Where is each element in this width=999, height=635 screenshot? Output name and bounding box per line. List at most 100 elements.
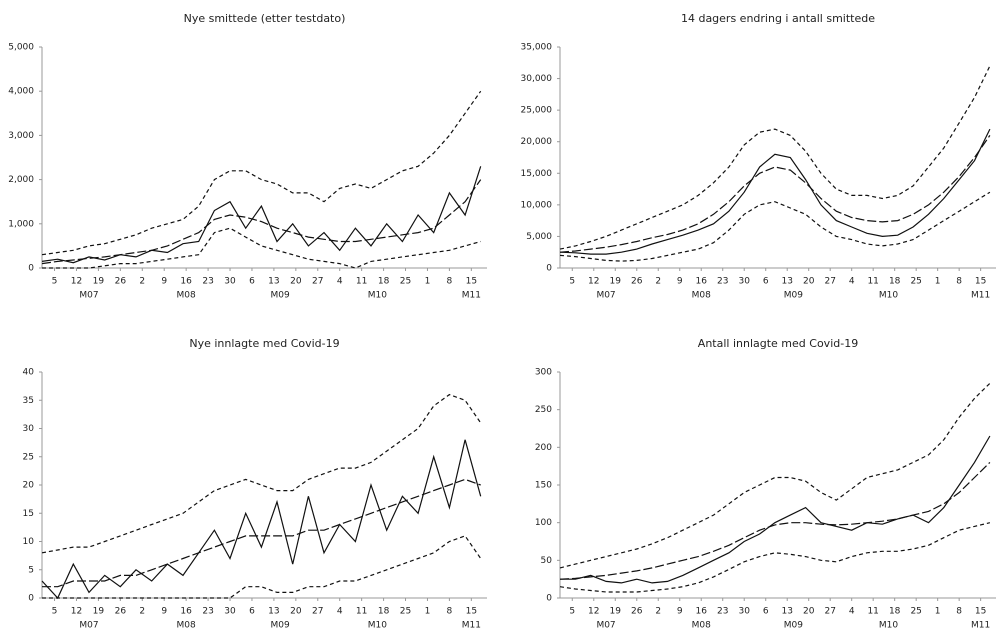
x-tick-label: 5 xyxy=(569,277,575,287)
x-tick-label: 2 xyxy=(655,277,661,287)
month-label: M09 xyxy=(271,291,290,301)
x-tick-label: 20 xyxy=(803,277,815,287)
x-tick-label: 30 xyxy=(738,277,750,287)
x-tick-label: 19 xyxy=(610,277,622,287)
x-tick-label: 13 xyxy=(268,277,279,287)
y-tick-label: 3,000 xyxy=(8,131,34,141)
y-tick-label: 0 xyxy=(28,264,34,274)
x-tick-label: 8 xyxy=(447,277,453,287)
x-tick-label: 11 xyxy=(356,277,367,287)
x-tick-label: 18 xyxy=(889,277,901,287)
x-tick-label: 1 xyxy=(425,277,431,287)
x-tick-label: 27 xyxy=(824,277,835,287)
series-line xyxy=(560,435,991,584)
x-tick-label: 27 xyxy=(824,607,835,617)
y-tick-label: 5 xyxy=(28,565,34,575)
x-tick-label: 5 xyxy=(52,607,58,617)
y-tick-label: 20 xyxy=(23,481,35,491)
y-tick-label: 5,000 xyxy=(526,232,552,242)
y-tick-label: 4,000 xyxy=(8,87,34,97)
x-tick-label: 16 xyxy=(180,277,192,287)
month-label: M08 xyxy=(692,291,711,301)
series-line xyxy=(559,191,991,262)
month-label: M11 xyxy=(971,621,990,631)
y-tick-label: 5,000 xyxy=(8,43,34,53)
y-tick-label: 250 xyxy=(535,405,552,415)
y-tick-label: 100 xyxy=(535,518,552,528)
x-tick-label: 19 xyxy=(610,607,622,617)
y-tick-label: 300 xyxy=(535,368,552,378)
series-line xyxy=(559,382,991,569)
x-tick-label: 9 xyxy=(677,607,683,617)
x-tick-label: 11 xyxy=(867,277,878,287)
y-tick-label: 40 xyxy=(23,368,35,378)
month-label: M11 xyxy=(971,291,990,301)
x-tick-label: 12 xyxy=(588,277,599,287)
x-tick-label: 16 xyxy=(180,607,192,617)
y-tick-label: 30 xyxy=(23,424,35,434)
x-tick-label: 23 xyxy=(717,607,728,617)
x-tick-label: 26 xyxy=(115,277,127,287)
x-tick-label: 26 xyxy=(115,607,127,617)
x-tick-label: 2 xyxy=(139,277,145,287)
y-tick-label: 150 xyxy=(535,481,552,491)
x-tick-label: 4 xyxy=(849,607,855,617)
series-line xyxy=(559,128,991,255)
x-tick-label: 13 xyxy=(781,607,792,617)
x-tick-label: 1 xyxy=(425,607,431,617)
x-tick-label: 27 xyxy=(312,607,323,617)
month-label: M09 xyxy=(784,621,803,631)
x-tick-label: 18 xyxy=(378,277,390,287)
x-tick-label: 23 xyxy=(717,277,728,287)
y-tick-label: 15 xyxy=(23,509,34,519)
x-tick-label: 11 xyxy=(356,607,367,617)
x-tick-label: 23 xyxy=(202,607,213,617)
x-tick-label: 19 xyxy=(93,277,105,287)
y-tick-label: 25 xyxy=(23,452,34,462)
x-tick-label: 8 xyxy=(956,277,962,287)
x-tick-label: 25 xyxy=(910,607,921,617)
x-tick-label: 6 xyxy=(249,607,255,617)
x-tick-label: 20 xyxy=(803,607,815,617)
series-line xyxy=(42,535,482,599)
series-line xyxy=(41,393,482,554)
series-line xyxy=(559,65,991,250)
x-tick-label: 25 xyxy=(400,607,411,617)
x-tick-label: 15 xyxy=(466,607,477,617)
x-tick-label: 9 xyxy=(161,607,167,617)
x-tick-label: 4 xyxy=(337,277,343,287)
x-tick-label: 12 xyxy=(588,607,599,617)
series-line xyxy=(42,478,481,588)
x-tick-label: 15 xyxy=(466,277,477,287)
x-tick-label: 30 xyxy=(738,607,750,617)
x-tick-label: 4 xyxy=(849,277,855,287)
y-tick-label: 50 xyxy=(541,556,553,566)
x-tick-label: 12 xyxy=(71,607,82,617)
month-label: M10 xyxy=(879,621,898,631)
x-tick-label: 18 xyxy=(889,607,901,617)
x-tick-label: 1 xyxy=(935,607,941,617)
x-tick-label: 4 xyxy=(337,607,343,617)
x-tick-label: 30 xyxy=(224,607,236,617)
month-label: M07 xyxy=(596,291,615,301)
x-tick-label: 11 xyxy=(867,607,878,617)
x-tick-label: 13 xyxy=(268,607,279,617)
month-label: M07 xyxy=(79,291,98,301)
x-tick-label: 16 xyxy=(696,607,708,617)
x-tick-label: 9 xyxy=(677,277,683,287)
x-tick-label: 25 xyxy=(910,277,921,287)
x-tick-label: 6 xyxy=(249,277,255,287)
x-tick-label: 12 xyxy=(71,277,82,287)
month-label: M10 xyxy=(368,291,387,301)
month-label: M09 xyxy=(271,621,290,631)
month-label: M09 xyxy=(784,291,803,301)
x-tick-label: 2 xyxy=(139,607,145,617)
series-line xyxy=(41,179,482,265)
month-label: M07 xyxy=(79,621,98,631)
x-tick-label: 16 xyxy=(696,277,708,287)
series-line xyxy=(42,227,481,269)
x-tick-label: 1 xyxy=(935,277,941,287)
month-label: M11 xyxy=(462,291,481,301)
chart-title: 14 dagers endring i antall smittede xyxy=(681,12,875,25)
